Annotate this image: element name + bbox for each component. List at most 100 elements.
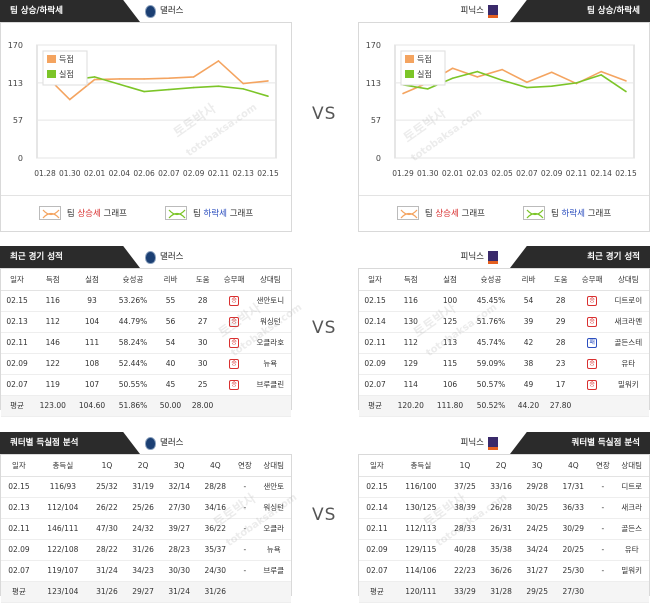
table-cell: 45.74% <box>469 332 513 354</box>
data-point <box>476 76 479 78</box>
average-row: 평균 120.20 111.80 50.52% 44.20 27.80 <box>359 395 649 417</box>
table-cell: 51.86% <box>111 395 155 417</box>
result-cell: 승 <box>218 311 250 333</box>
column-header: 도움 <box>186 269 219 291</box>
column-header: 연장 <box>233 455 257 477</box>
table-cell: 샌안토니 <box>249 290 291 312</box>
legend-swatch <box>47 70 56 78</box>
table-cell: 35/38 <box>483 539 520 561</box>
table-cell: 52.44% <box>111 353 155 375</box>
table-cell: - <box>233 518 257 540</box>
table-cell: 42 <box>512 332 545 354</box>
column-header: 4Q <box>555 455 592 477</box>
data-point <box>168 77 170 80</box>
table-cell: 02.13 <box>1 311 34 333</box>
table-cell: 129 <box>391 353 431 375</box>
chart-legend <box>400 50 446 86</box>
column-header: 3Q <box>161 455 198 477</box>
left-quarter-header: 쿼터별 득실점 분석 댈러스 <box>0 432 292 454</box>
mavericks-logo-icon <box>145 4 156 18</box>
recent-title-left: 최근 경기 성적 <box>0 246 140 268</box>
column-header: 일자 <box>359 455 395 477</box>
table-cell: 31/24 <box>161 581 198 603</box>
table-header-row: 일자 총득실 1Q 2Q 3Q 4Q 연장 상대팀 <box>359 455 649 477</box>
x-tick-label: 02.03 <box>467 169 489 178</box>
table-row: 02.07 114/106 22/23 36/26 31/27 25/30- 밀워키 <box>359 560 649 582</box>
left-team-name: 댈러스 <box>160 252 184 262</box>
table-cell: 17/31 <box>555 476 592 498</box>
legend-label: 실점 <box>59 69 74 79</box>
data-point <box>143 78 145 80</box>
y-tick-label: 57 <box>13 116 23 125</box>
table-cell: 29/28 <box>519 476 556 498</box>
table-cell: 107 <box>72 374 112 396</box>
table-cell: 유타 <box>607 353 649 375</box>
data-point <box>600 74 603 76</box>
table-row: 02.15 116 100 45.45% 54 28 승 디트로이 <box>359 290 649 312</box>
table-cell: - <box>591 476 615 498</box>
table-cell: 114 <box>391 374 431 396</box>
left-team-label: 댈러스 <box>145 432 183 454</box>
data-point <box>192 86 195 89</box>
table-cell: 59.09% <box>469 353 513 375</box>
x-tick-label: 02.06 <box>133 169 155 178</box>
result-cell: 승 <box>218 332 250 354</box>
column-header: 상대팀 <box>249 269 291 291</box>
table-cell: 113 <box>430 332 470 354</box>
data-point <box>217 85 220 88</box>
legend-down: 팀 하락세 그래프 <box>165 206 253 220</box>
table-cell: 27/30 <box>555 581 592 603</box>
table-cell: 44.20 <box>512 395 545 417</box>
table-cell: 45.45% <box>469 290 513 312</box>
column-header: 1Q <box>446 455 484 477</box>
table-cell: 02.14 <box>359 311 392 333</box>
data-point <box>451 77 454 80</box>
table-cell: - <box>233 476 257 498</box>
table-header-row: 일자 득점 실점 슛성공 리바 도움 승무패 상대팀 <box>359 269 649 291</box>
table-cell: 39/27 <box>161 518 198 540</box>
table-cell: 뉴욕 <box>256 539 291 561</box>
table-cell: 112/113 <box>394 518 447 540</box>
table-cell: 34/16 <box>197 497 234 519</box>
table-cell: 30/29 <box>555 518 592 540</box>
win-badge: 승 <box>229 338 240 348</box>
table-row: 02.15 116/100 37/25 33/16 29/28 17/31- 디트로 <box>359 476 649 498</box>
table-cell: 31/28 <box>483 581 520 603</box>
table-cell: 36/33 <box>555 497 592 519</box>
table-cell: 31/19 <box>125 476 162 498</box>
x-tick-label: 02.07 <box>158 169 180 178</box>
table-cell: 47/30 <box>88 518 126 540</box>
y-tick-label: 57 <box>371 116 381 125</box>
table-cell: 27 <box>186 311 219 333</box>
table-cell: - <box>591 560 615 582</box>
column-header: 총득실 <box>36 455 89 477</box>
table-cell: 122 <box>33 353 73 375</box>
left-recent-table: 일자 득점 실점 슛성공 리바 도움 승무패 상대팀 02.15 116 93 53.26% 55 28 승… <box>1 269 291 417</box>
result-cell: 승 <box>218 374 250 396</box>
table-cell: 25/32 <box>88 476 126 498</box>
table-cell: 29/25 <box>519 581 556 603</box>
right-quarter-header: 피닉스 쿼터별 득실점 분석 <box>358 432 650 454</box>
table-cell: 55 <box>154 290 187 312</box>
column-header: 일자 <box>1 269 34 291</box>
table-cell: 02.11 <box>359 518 395 540</box>
data-point <box>93 78 96 81</box>
column-header: 일자 <box>1 455 37 477</box>
table-cell: 02.11 <box>1 332 34 354</box>
table-cell: 38 <box>512 353 545 375</box>
result-cell: 승 <box>218 290 250 312</box>
table-cell: 28 <box>186 290 219 312</box>
table-cell: 26/28 <box>483 497 520 519</box>
table-cell: 22/23 <box>446 560 484 582</box>
table-cell: 53.26% <box>111 290 155 312</box>
table-cell: 112 <box>391 332 431 354</box>
left-trend-header: 팀 상승/하락세 댈러스 <box>0 0 292 22</box>
table-cell: 29 <box>544 311 577 333</box>
table-cell: 119/107 <box>36 560 89 582</box>
table-cell: 워싱턴 <box>249 311 291 333</box>
column-header: 상대팀 <box>256 455 291 477</box>
table-cell: 30 <box>186 353 219 375</box>
result-cell: 승 <box>218 353 250 375</box>
